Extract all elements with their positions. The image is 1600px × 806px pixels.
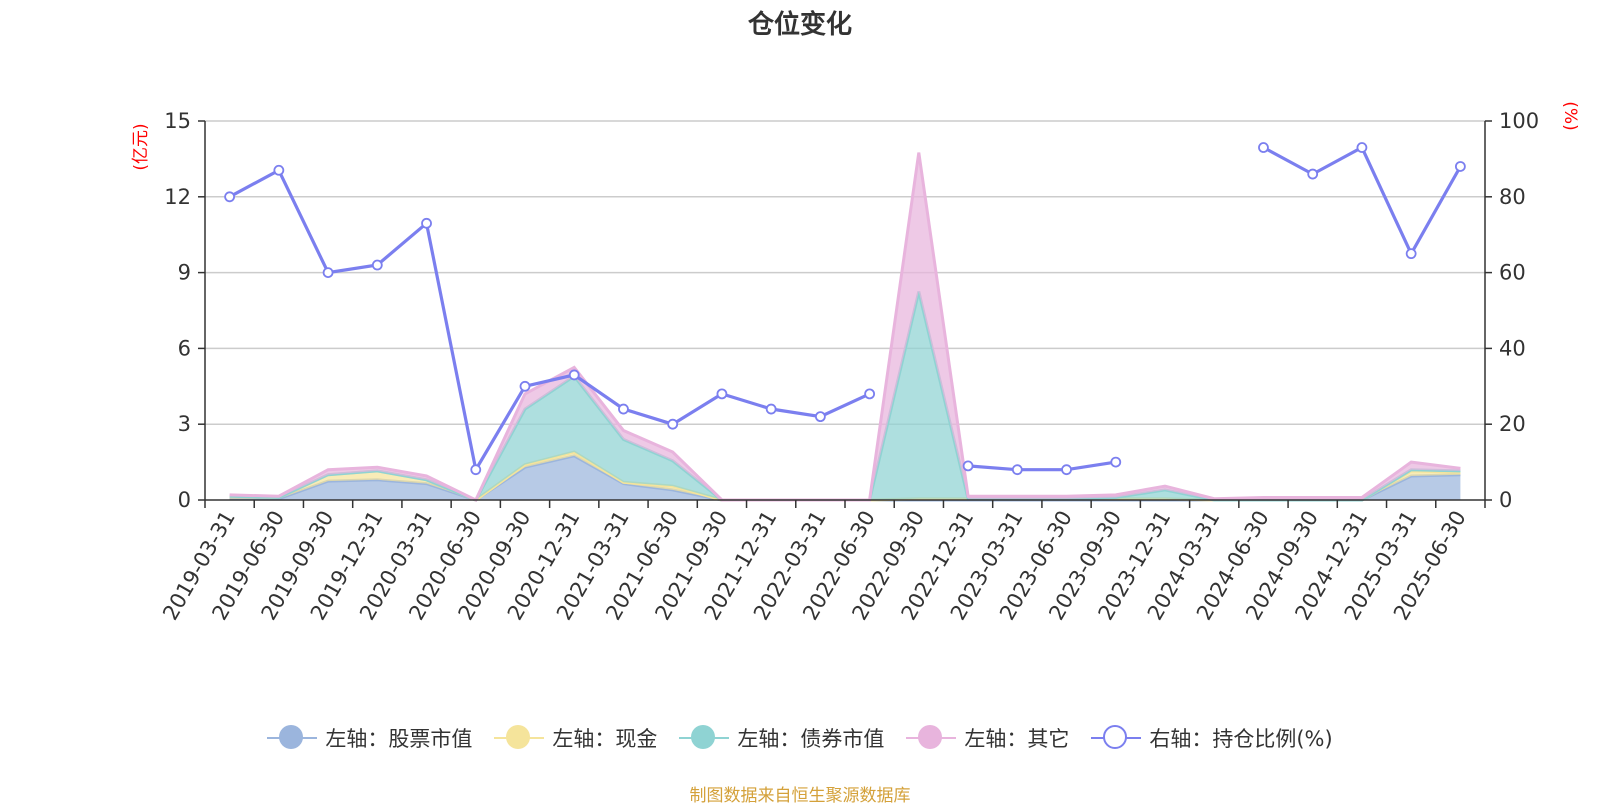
ratio-point[interactable] bbox=[1258, 142, 1269, 153]
right-tick-label: 20 bbox=[1499, 412, 1526, 436]
ratio-point[interactable] bbox=[814, 411, 826, 423]
legend-label: 左轴：股票市值 bbox=[325, 727, 473, 751]
legend-label: 右轴：持仓比例(%) bbox=[1149, 727, 1333, 751]
ratio-point[interactable] bbox=[667, 418, 679, 430]
area-series bbox=[229, 455, 1461, 500]
ratio-point[interactable] bbox=[716, 388, 728, 400]
ratio-point[interactable] bbox=[421, 217, 432, 229]
left-axis-unit: (亿元) bbox=[131, 123, 151, 170]
right-tick-label: 0 bbox=[1499, 488, 1512, 512]
ratio-point[interactable] bbox=[1061, 464, 1072, 476]
left-tick-label: 12 bbox=[164, 185, 191, 209]
left-tick-label: 15 bbox=[164, 109, 191, 133]
left-tick-label: 6 bbox=[178, 336, 191, 360]
area-series bbox=[229, 452, 1461, 500]
chart-title: 仓位变化 bbox=[747, 10, 852, 40]
ratio-point[interactable] bbox=[1356, 142, 1368, 153]
filled-circle-icon bbox=[679, 725, 730, 751]
area-series-edge bbox=[229, 291, 1461, 502]
ratio-point[interactable] bbox=[864, 388, 876, 400]
legend-label: 左轴：现金 bbox=[552, 727, 658, 751]
filled-circle-icon bbox=[906, 725, 957, 751]
left-tick-label: 0 bbox=[178, 488, 191, 512]
ratio-point[interactable] bbox=[1011, 464, 1023, 476]
legend-item[interactable]: 左轴：股票市值 bbox=[267, 723, 472, 753]
right-tick-label: 40 bbox=[1499, 336, 1526, 360]
ratio-point[interactable] bbox=[1405, 248, 1417, 260]
left-tick-label: 9 bbox=[178, 261, 191, 285]
ratio-point[interactable] bbox=[1454, 161, 1466, 172]
ratio-point[interactable] bbox=[470, 464, 482, 476]
area-series bbox=[229, 152, 1461, 500]
right-tick-label: 60 bbox=[1499, 261, 1526, 285]
legend-item[interactable]: 右轴：持仓比例(%) bbox=[1091, 723, 1333, 753]
axes: 036912150204060801002019-03-312019-06-30… bbox=[158, 109, 1539, 624]
right-tick-label: 100 bbox=[1499, 109, 1539, 133]
ratio-point[interactable] bbox=[322, 267, 334, 279]
hollow-circle-icon bbox=[1091, 725, 1142, 751]
filled-circle-icon bbox=[494, 725, 545, 751]
ratio-point[interactable] bbox=[568, 369, 580, 381]
legend-label: 左轴：其它 bbox=[964, 727, 1070, 751]
data-source-note: 制图数据来自恒生聚源数据库 bbox=[689, 786, 911, 806]
ratio-point[interactable] bbox=[765, 403, 777, 415]
ratio-point[interactable] bbox=[224, 191, 236, 203]
legend: 左轴：股票市值 左轴：现金 左轴：债券市值 左轴：其它 右轴：持仓比例(%) bbox=[0, 722, 1600, 754]
area-series-edge bbox=[229, 152, 1461, 503]
legend-item[interactable]: 左轴：其它 bbox=[906, 723, 1069, 753]
legend-item[interactable]: 左轴：现金 bbox=[494, 723, 657, 753]
legend-item[interactable]: 左轴：债券市值 bbox=[679, 723, 884, 753]
right-tick-label: 80 bbox=[1499, 185, 1526, 209]
ratio-point[interactable] bbox=[519, 380, 531, 392]
right-axis-unit: (%) bbox=[1560, 101, 1580, 130]
ratio-point[interactable] bbox=[618, 403, 629, 415]
ratio-point[interactable] bbox=[1307, 168, 1319, 180]
ratio-line bbox=[224, 142, 1466, 476]
left-tick-label: 3 bbox=[178, 412, 191, 436]
ratio-point[interactable] bbox=[371, 259, 383, 271]
grid-lines bbox=[205, 120, 1485, 425]
legend-label: 左轴：债券市值 bbox=[737, 727, 885, 751]
ratio-point[interactable] bbox=[962, 460, 974, 472]
area-series bbox=[229, 291, 1461, 500]
stacked-areas bbox=[229, 152, 1461, 503]
filled-circle-icon bbox=[267, 725, 318, 751]
ratio-point[interactable] bbox=[1110, 456, 1122, 468]
chart-canvas: 036912150204060801002019-03-312019-06-30… bbox=[131, 101, 1580, 624]
ratio-line-path bbox=[228, 145, 1462, 475]
ratio-point[interactable] bbox=[273, 164, 285, 176]
